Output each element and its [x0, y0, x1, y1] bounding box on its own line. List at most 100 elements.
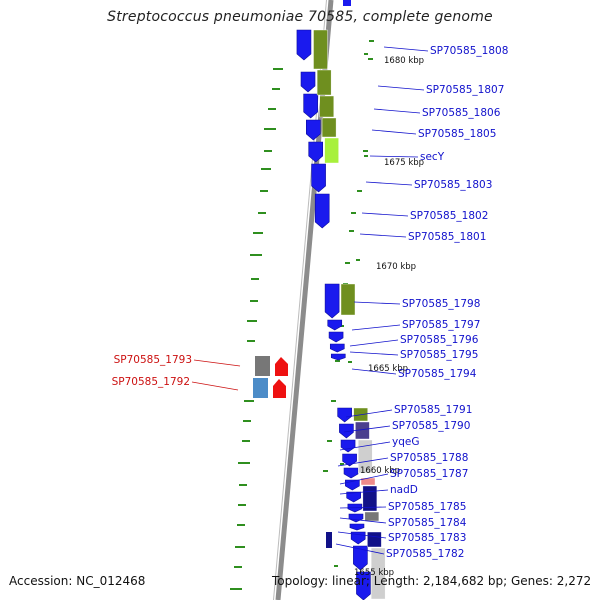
gene-label: SP70585_1802	[410, 210, 488, 222]
gc-skew-mark	[268, 108, 276, 110]
cog-track	[313, 29, 386, 600]
gene-label: SP70585_1798	[402, 298, 480, 310]
gene-leader-line	[337, 457, 389, 467]
cog-bar	[321, 117, 337, 138]
gene-leader-line	[191, 381, 239, 391]
gc-skew-mark	[357, 190, 362, 192]
gc-skew-mark	[250, 254, 262, 256]
cds-arrow	[308, 141, 324, 163]
gc-skew-mark	[238, 504, 246, 506]
gene-label: SP70585_1788	[390, 452, 468, 464]
gc-skew-mark	[272, 88, 280, 90]
rna-gene-arrow	[273, 379, 286, 398]
gc-skew-mark	[335, 360, 340, 362]
cds-arrow	[303, 93, 318, 119]
gc-skew-mark	[247, 320, 257, 322]
cds-arrow	[343, 0, 351, 6]
gc-skew-mark	[258, 212, 266, 214]
cds-arrow	[339, 423, 354, 439]
gene-leader-line	[349, 339, 399, 347]
cds-arrow	[340, 439, 356, 453]
tick-label: 1655 kbp	[354, 568, 394, 578]
gc-skew-mark	[369, 40, 374, 42]
gene-label: SP70585_1796	[400, 334, 479, 346]
gc-skew-mark	[250, 300, 258, 302]
cog-bar	[324, 137, 339, 164]
gc-skew-mark	[253, 232, 263, 234]
gene-label: SP70585_1794	[398, 368, 477, 380]
gene-label: SP70585_1792	[112, 376, 190, 388]
tick-label: 1670 kbp	[376, 262, 416, 272]
gc-skew-mark	[235, 546, 245, 548]
gc-skew-mark	[237, 524, 245, 526]
gc-skew-mark	[273, 68, 283, 70]
gc-skew-mark	[260, 190, 268, 192]
gene-leader-line	[343, 425, 391, 433]
gc-skew-mark	[243, 420, 251, 422]
gc-skew-mark	[261, 168, 271, 170]
cds-track	[296, 0, 371, 600]
gene-leader-line	[339, 506, 387, 509]
gene-leader-line	[377, 85, 425, 91]
gc-skew-mark	[345, 262, 350, 264]
gene-leader-line	[359, 233, 407, 238]
tick-label: 1665 kbp	[368, 364, 408, 374]
gc-skew-mark	[323, 470, 328, 472]
gene-label: SP70585_1801	[408, 231, 486, 243]
cog-bar	[340, 283, 356, 316]
gene-label: SP70585_1807	[426, 84, 504, 96]
gene-label: SP70585_1785	[388, 501, 466, 513]
gene-label: SP70585_1791	[394, 404, 472, 416]
gene-label: nadD	[390, 484, 418, 496]
tick-label: 1680 kbp	[384, 56, 424, 66]
cds-arrow	[353, 545, 368, 571]
cds-arrow	[330, 353, 346, 361]
gene-leader-line	[373, 108, 421, 114]
tick-label: 1660 kbp	[360, 466, 400, 476]
gene-leader-line	[353, 301, 401, 305]
gene-labels: SP70585_1808 SP70585_1807 SP70585_1806 SP70…	[112, 45, 509, 560]
cog-bar	[358, 439, 373, 474]
rna-gene-arrow	[275, 357, 288, 376]
gc-skew-mark	[351, 212, 356, 214]
gc-skew-mark	[331, 400, 336, 402]
gene-leader-line	[365, 181, 413, 186]
gc-skew-mark	[244, 400, 254, 402]
gene-leader-line	[345, 409, 393, 418]
gene-label: SP70585_1783	[388, 532, 466, 544]
gene-leader-line	[337, 531, 387, 539]
gene-label: SP70585_1793	[114, 354, 192, 366]
gc-skew-mark	[230, 588, 242, 590]
cds-arrow	[356, 571, 371, 600]
gene-label: SP70585_1795	[400, 349, 478, 361]
cog-bar	[316, 69, 332, 96]
cds-arrow	[328, 331, 344, 343]
cog-bar	[253, 378, 268, 398]
cds-arrow	[296, 29, 312, 61]
cog-bar	[326, 532, 332, 548]
gc-skew-mark	[264, 150, 272, 152]
gene-label: SP70585_1808	[430, 45, 508, 57]
gene-leader-line	[339, 517, 387, 524]
gc-skew-mark	[251, 278, 259, 280]
gene-leader-line	[361, 212, 409, 217]
gene-label: SP70585_1790	[392, 420, 470, 432]
cds-arrow	[314, 193, 330, 229]
gene-leader-line	[339, 489, 389, 495]
gene-label: SP70585_1805	[418, 128, 496, 140]
tick-label: 1675 kbp	[384, 158, 424, 168]
gc-skew-mark	[327, 440, 332, 442]
cds-arrow	[311, 163, 326, 193]
gene-leader-line	[339, 473, 389, 485]
gene-label: SP70585_1784	[388, 517, 467, 529]
cds-arrow	[306, 119, 321, 141]
gene-label: yqeG	[392, 436, 419, 448]
gene-label: secY	[420, 151, 445, 163]
cog-bar	[370, 547, 386, 600]
gene-leader-line	[383, 46, 429, 52]
cog-bar	[313, 29, 328, 70]
gene-label: SP70585_1803	[414, 179, 492, 191]
accession-label: Accession: NC_012468	[9, 574, 146, 588]
genome-summary: Topology: linear; Length: 2,184,682 bp; …	[272, 574, 592, 588]
